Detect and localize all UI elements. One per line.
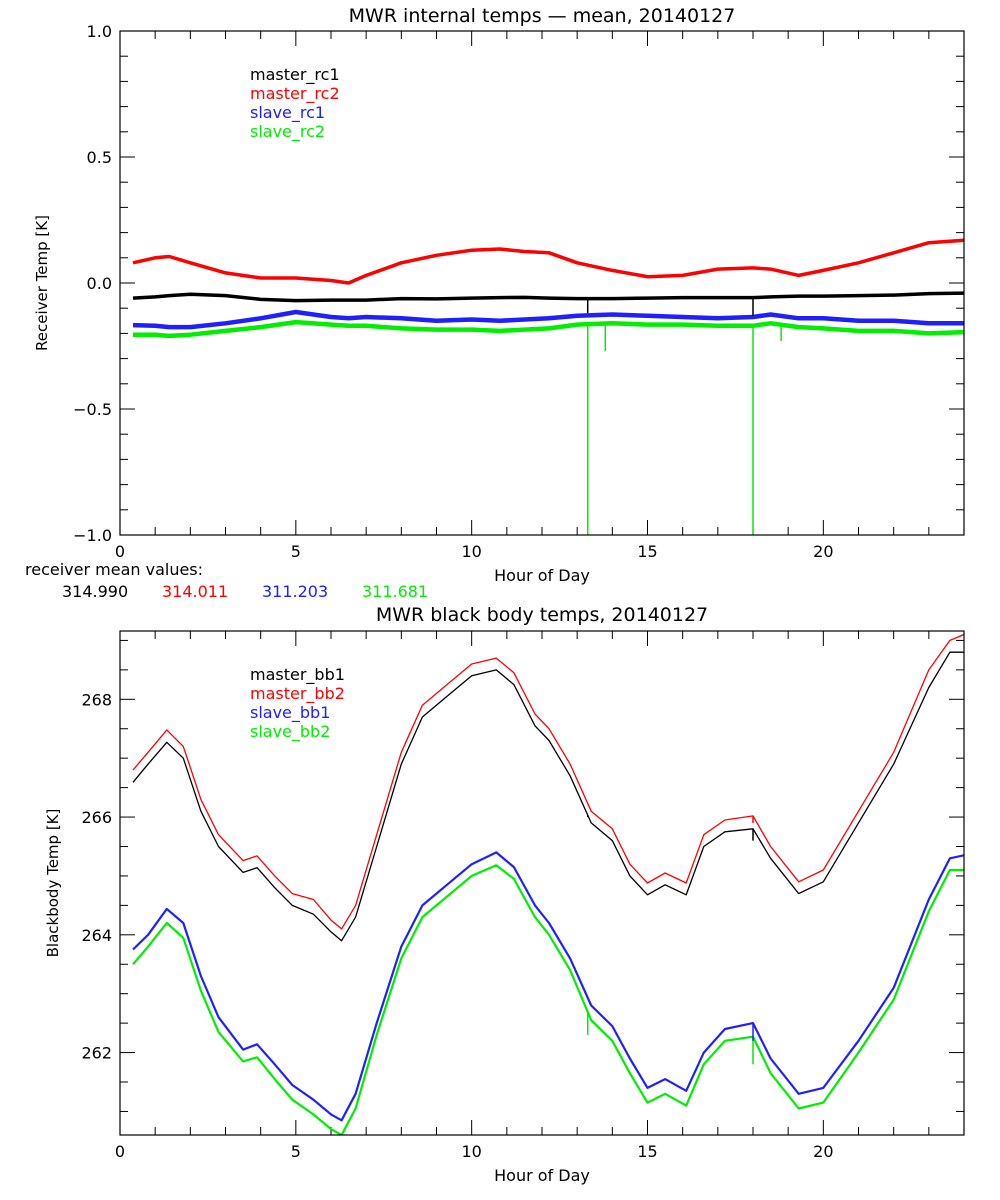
receiver-mean-value: 311.203 — [262, 582, 328, 601]
plot1-ylabel: Receiver Temp [K] — [33, 215, 51, 351]
receiver-mean-value: 314.990 — [62, 582, 128, 601]
x-tick-label: 0 — [115, 1142, 125, 1161]
plot1-xlabel: Hour of Day — [494, 566, 590, 585]
y-tick-label: 264 — [81, 926, 112, 945]
x-tick-label: 10 — [461, 1142, 481, 1161]
legend-entry-slave_bb2: slave_bb2 — [250, 722, 330, 742]
legend-entry-slave_rc2: slave_rc2 — [250, 122, 325, 142]
plot2-title: MWR black body temps, 20140127 — [376, 604, 708, 626]
receiver-mean-value: 314.011 — [162, 582, 228, 601]
series-line-slave_rc1 — [132, 309, 964, 330]
receiver-mean-value: 311.681 — [362, 582, 428, 601]
legend-entry-master_rc2: master_rc2 — [250, 84, 340, 104]
plot2-frame — [119, 630, 965, 1136]
x-tick-label: 20 — [813, 1142, 833, 1161]
series-line-master_rc1 — [132, 291, 964, 303]
y-tick-label: 266 — [81, 808, 112, 827]
y-tick-label: −0.5 — [73, 400, 112, 419]
y-tick-label: 1.0 — [87, 22, 112, 41]
y-tick-label: 262 — [81, 1044, 112, 1063]
x-tick-label: 10 — [461, 542, 481, 561]
x-tick-label: 15 — [637, 542, 657, 561]
x-tick-label: 5 — [291, 542, 301, 561]
y-tick-label: 0.5 — [87, 148, 112, 167]
plot2-ylabel: Blackbody Temp [K] — [44, 809, 62, 958]
series-line-master_rc2 — [132, 238, 964, 285]
y-tick-label: 0.0 — [87, 274, 112, 293]
legend-entry-master_bb2: master_bb2 — [250, 684, 345, 704]
x-tick-label: 15 — [637, 1142, 657, 1161]
y-tick-label: −1.0 — [73, 526, 112, 545]
x-tick-label: 20 — [813, 542, 833, 561]
series-line-master_bb1 — [132, 651, 964, 942]
y-tick-label: 268 — [81, 690, 112, 709]
blackbody-temps-plot: MWR black body temps, 20140127 Blackbody… — [44, 604, 965, 1185]
x-tick-label: 5 — [291, 1142, 301, 1161]
series-line-slave_bb1 — [132, 851, 964, 1122]
series-line-slave_bb2 — [132, 864, 964, 1135]
plot1-frame — [119, 30, 965, 536]
plot2-xlabel: Hour of Day — [494, 1166, 590, 1185]
legend-entry-master_rc1: master_rc1 — [250, 65, 340, 85]
receiver-temps-plot: MWR internal temps — mean, 20140127 Rece… — [25, 5, 965, 601]
legend-entry-master_bb1: master_bb1 — [250, 665, 345, 685]
series-line-slave_rc2 — [133, 319, 964, 339]
plot1-title: MWR internal temps — mean, 20140127 — [349, 5, 736, 27]
legend-entry-slave_rc1: slave_rc1 — [250, 103, 325, 123]
legend-entry-slave_bb1: slave_bb1 — [250, 703, 330, 723]
series-line-master_bb2 — [132, 633, 964, 930]
receiver-mean-label: receiver mean values: — [25, 560, 203, 579]
x-tick-label: 0 — [115, 542, 125, 561]
